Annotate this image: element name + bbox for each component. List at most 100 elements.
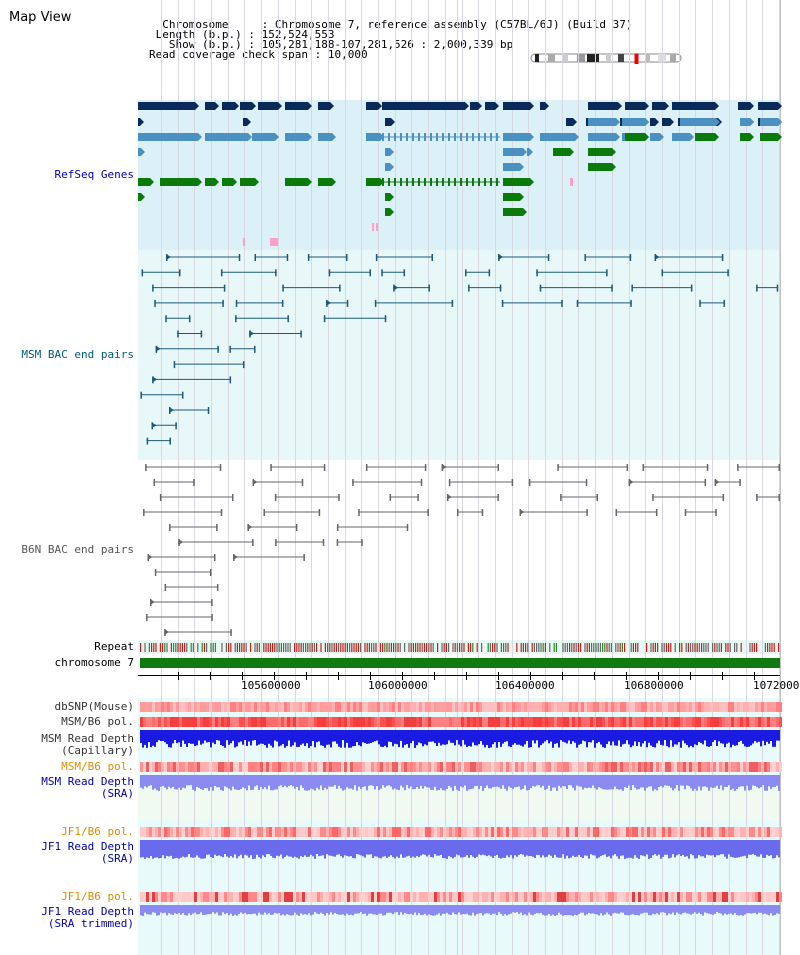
- jf1-pol2-cell: [761, 892, 764, 902]
- track-label-b6n-bac[interactable]: B6N BAC end pairs: [21, 543, 134, 556]
- track-label-repeat[interactable]: Repeat: [94, 640, 134, 653]
- msm-pol2-cell: [476, 762, 479, 772]
- jf1-sra-depth: [554, 840, 556, 855]
- jf1-pol-cell: [578, 827, 581, 837]
- jf1-sra-depth: [244, 840, 246, 855]
- dbsnp-cell: [152, 702, 155, 712]
- msm-sra-depth: [636, 775, 638, 790]
- msm-sra-depth: [690, 775, 692, 789]
- jf1-trimmed-depth: [324, 905, 326, 916]
- msm-capillary-depth: [376, 730, 378, 741]
- msm-sra-depth: [596, 775, 598, 790]
- gene-arrow: [391, 118, 395, 126]
- jf1-pol2-cell: [770, 892, 773, 902]
- track-label-msm-read-depth-capillary[interactable]: MSM Read Depth (Capillary): [41, 733, 134, 757]
- msm-pol2-cell: [413, 762, 416, 772]
- track-label-msm-read-depth-sra[interactable]: MSM Read Depth (SRA): [41, 776, 134, 800]
- jf1-trimmed-depth: [230, 905, 232, 914]
- track-label-jf1-read-depth-sra[interactable]: JF1 Read Depth (SRA): [41, 841, 134, 865]
- jf1-pol-cell: [626, 827, 629, 837]
- msm-capillary-depth: [372, 730, 374, 743]
- repeat-feature: [586, 643, 588, 652]
- msm-capillary-depth: [366, 730, 368, 744]
- gene-exon: [760, 133, 778, 141]
- msm-pol-cell: [167, 717, 170, 727]
- b6n-bac-end: [361, 539, 363, 546]
- track-label-refseq-genes[interactable]: RefSeq Genes: [54, 168, 134, 181]
- msm-capillary-depth: [752, 730, 754, 744]
- msm-bac-end: [328, 269, 331, 277]
- gene-arrow: [278, 102, 282, 110]
- track-label-jf1-b6-pol[interactable]: JF1/B6 pol.: [61, 825, 134, 838]
- dbsnp-cell: [455, 702, 458, 712]
- b6n-bac-end: [274, 494, 277, 501]
- dbsnp-cell: [413, 702, 416, 712]
- msm-pol-cell: [296, 717, 299, 727]
- dbsnp-cell: [212, 702, 215, 712]
- msm-pol-cell: [584, 717, 587, 727]
- msm-sra-depth: [154, 775, 156, 789]
- msm-capillary-depth: [740, 730, 742, 741]
- b6n-bac-arrow: [149, 599, 155, 605]
- track-label-msm-b6-pol-2[interactable]: MSM/B6 pol.: [61, 760, 134, 773]
- jf1-sra-depth: [368, 840, 370, 855]
- gene-exon: [503, 133, 530, 141]
- msm-bac-end: [154, 299, 156, 307]
- jf1-trimmed-depth: [772, 905, 774, 916]
- msm-capillary-depth: [446, 730, 448, 745]
- msm-sra-depth: [386, 775, 388, 786]
- gene-exon: [240, 102, 252, 110]
- track-label-jf1-b6-pol-2[interactable]: JF1/B6 pol.: [61, 890, 134, 903]
- repeat-feature: [467, 643, 469, 652]
- gene-arrow: [645, 102, 649, 110]
- msm-capillary-depth: [564, 730, 566, 743]
- jf1-pol2-cell: [308, 892, 311, 902]
- track-label-chromosome[interactable]: chromosome 7: [54, 656, 134, 669]
- gene-exon: [760, 118, 778, 126]
- msm-bac-end: [178, 269, 181, 277]
- jf1-trimmed-depth: [640, 905, 642, 914]
- gene-exon: [625, 133, 645, 141]
- jf1-sra-depth: [170, 840, 172, 856]
- msm-pol2-cell: [662, 762, 665, 772]
- repeat-feature: [412, 643, 414, 652]
- track-label-jf1-read-depth-trimmed[interactable]: JF1 Read Depth (SRA trimmed): [41, 906, 134, 930]
- jf1-trimmed-depth: [330, 905, 332, 913]
- msm-capillary-depth: [394, 730, 396, 744]
- dbsnp-cell: [332, 702, 335, 712]
- msm-sra-depth: [438, 775, 440, 791]
- jf1-trimmed-depth: [778, 905, 780, 914]
- repeat-feature: [386, 643, 388, 652]
- msm-sra-depth: [756, 775, 758, 788]
- msm-sra-depth: [356, 775, 358, 791]
- jf1-sra-depth: [416, 840, 418, 857]
- track-label-msm-b6-pol[interactable]: MSM/B6 pol.: [61, 715, 134, 728]
- jf1-pol2-cell: [389, 892, 392, 902]
- msm-pol-cell: [599, 717, 602, 727]
- msm-pol2-cell: [515, 762, 518, 772]
- track-label-msm-bac[interactable]: MSM BAC end pairs: [21, 348, 134, 361]
- track-label-dbsnp[interactable]: dbSNP(Mouse): [54, 700, 134, 713]
- msm-capillary-depth: [710, 730, 712, 746]
- gene-arrow: [215, 102, 219, 110]
- msm-sra-depth: [754, 775, 756, 786]
- jf1-pol2-cell: [326, 892, 329, 902]
- msm-bac-end: [323, 315, 326, 323]
- jf1-sra-depth: [616, 840, 618, 857]
- pink-feature: [570, 178, 573, 186]
- dbsnp-cell: [287, 702, 290, 712]
- jf1-trimmed-depth: [214, 905, 216, 914]
- gene-arrow: [140, 118, 144, 126]
- jf1-pol2-cell: [515, 892, 518, 902]
- jf1-sra-depth: [676, 840, 678, 856]
- gene-arrow: [332, 133, 336, 141]
- jf1-trimmed-depth: [434, 905, 436, 916]
- msm-pol2-cell: [569, 762, 572, 772]
- msm-sra-depth: [160, 775, 162, 787]
- label-line: MSM Read Depth: [41, 775, 134, 788]
- msm-capillary-depth: [608, 730, 610, 742]
- msm-capillary-depth: [560, 730, 562, 741]
- msm-capillary-depth: [336, 730, 338, 744]
- dbsnp-cell: [146, 702, 149, 712]
- jf1-pol-cell: [680, 827, 683, 837]
